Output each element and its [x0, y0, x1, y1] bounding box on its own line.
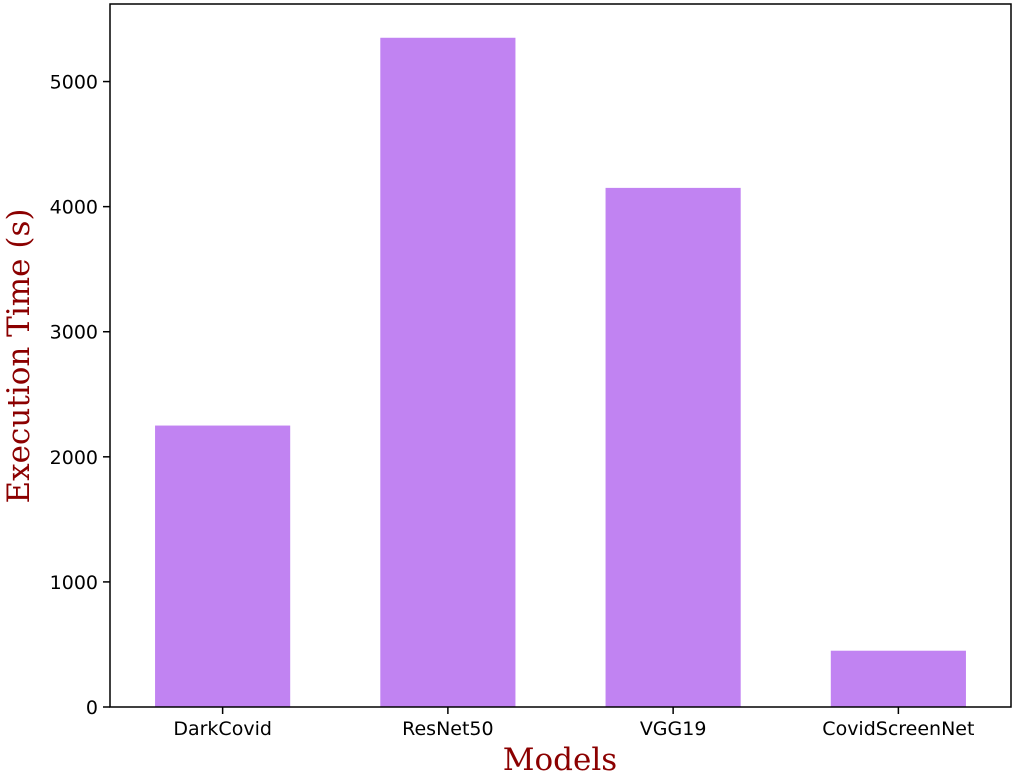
y-tick-label: 1000 [50, 572, 98, 594]
y-tick-label: 4000 [50, 197, 98, 219]
y-tick-label: 3000 [50, 322, 98, 344]
y-tick-label: 5000 [50, 72, 98, 94]
bars-layer [155, 37, 966, 707]
plot-frame [109, 3, 1012, 708]
x-tick-label-vgg19: VGG19 [640, 718, 707, 740]
y-tick-label: 2000 [50, 447, 98, 469]
bar-resnet50 [380, 37, 516, 707]
x-tick-label-resnet50: ResNet50 [402, 718, 493, 740]
bar-vgg19 [605, 187, 741, 707]
y-ticks: 0 1000 2000 3000 4000 5000 [50, 72, 110, 719]
x-tick-label-covidscreennet: CovidScreenNet [822, 718, 974, 740]
y-tick-label: 0 [86, 697, 98, 719]
bar-covidscreennet [830, 650, 966, 707]
y-axis-label: Execution Time (s) [1, 209, 37, 504]
x-axis-label: Models [503, 742, 617, 774]
x-ticks: DarkCovid ResNet50 VGG19 CovidScreenNet [173, 707, 974, 740]
bar-darkcovid [155, 425, 291, 707]
x-tick-label-darkcovid: DarkCovid [173, 718, 272, 740]
